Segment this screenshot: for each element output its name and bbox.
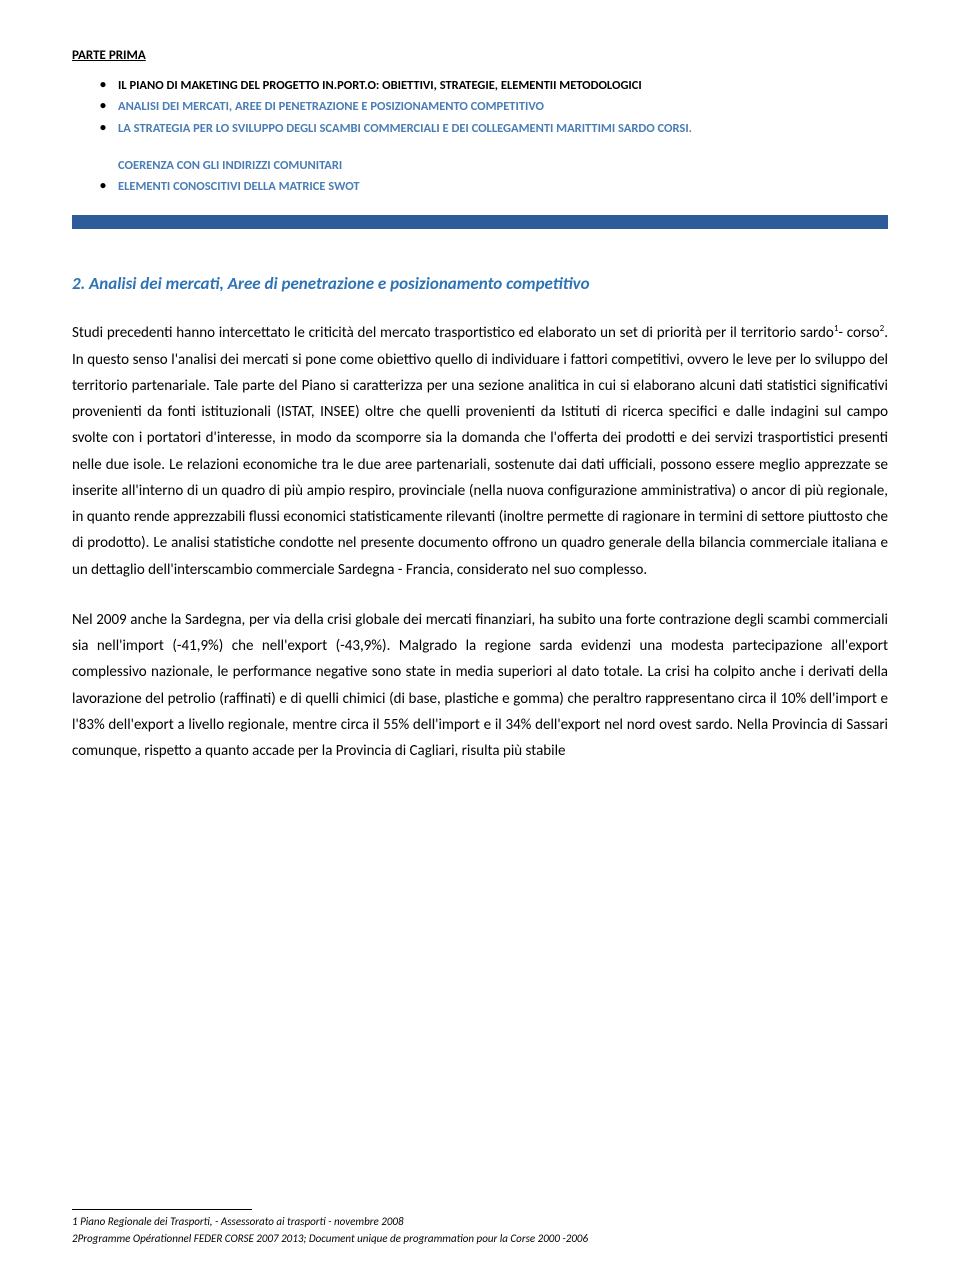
toc-bullet-list-2: ELEMENTI CONOSCITIVI DELLA MATRICE SWOT	[72, 176, 888, 197]
toc-bullet-list: IL PIANO DI MAKETING DEL PROGETTO IN.POR…	[72, 75, 888, 139]
p1-part-c: . In questo senso l'analisi dei mercati …	[72, 324, 888, 578]
footnote-rule	[72, 1209, 252, 1210]
bullet-item-4: ELEMENTI CONOSCITIVI DELLA MATRICE SWOT	[100, 176, 888, 197]
bullet-item-1: IL PIANO DI MAKETING DEL PROGETTO IN.POR…	[100, 75, 888, 96]
page-header-title: PARTE PRIMA	[72, 48, 888, 63]
p1-part-a: Studi precedenti hanno intercettato le c…	[72, 324, 834, 342]
bullet-item-3-sub: COERENZA CON GLI INDIRIZZI COMUNITARI	[72, 155, 888, 176]
footnote-1: 1 Piano Regionale dei Trasporti, - Asses…	[72, 1214, 888, 1231]
body-paragraph-2: Nel 2009 anche la Sardegna, per via dell…	[72, 607, 888, 765]
section-heading: 2. Analisi dei mercati, Aree di penetraz…	[72, 273, 888, 294]
body-paragraph-1: Studi precedenti hanno intercettato le c…	[72, 320, 888, 583]
footnote-2: 2Programme Opérationnel FEDER CORSE 2007…	[72, 1231, 888, 1248]
footnote-2-text: Programme Opérationnel FEDER CORSE 2007 …	[78, 1232, 589, 1245]
footnote-1-text: Piano Regionale dei Trasporti, - Assesso…	[80, 1215, 404, 1228]
footnote-1-num: 1	[72, 1215, 80, 1228]
p1-part-b: - corso	[838, 324, 879, 342]
bullet-item-3: LA STRATEGIA PER LO SVILUPPO DEGLI SCAMB…	[100, 118, 888, 139]
footnotes-block: 1 Piano Regionale dei Trasporti, - Asses…	[72, 1209, 888, 1247]
bullet-item-2: ANALISI DEI MERCATI, AREE DI PENETRAZION…	[100, 96, 888, 117]
divider-bar	[72, 215, 888, 229]
